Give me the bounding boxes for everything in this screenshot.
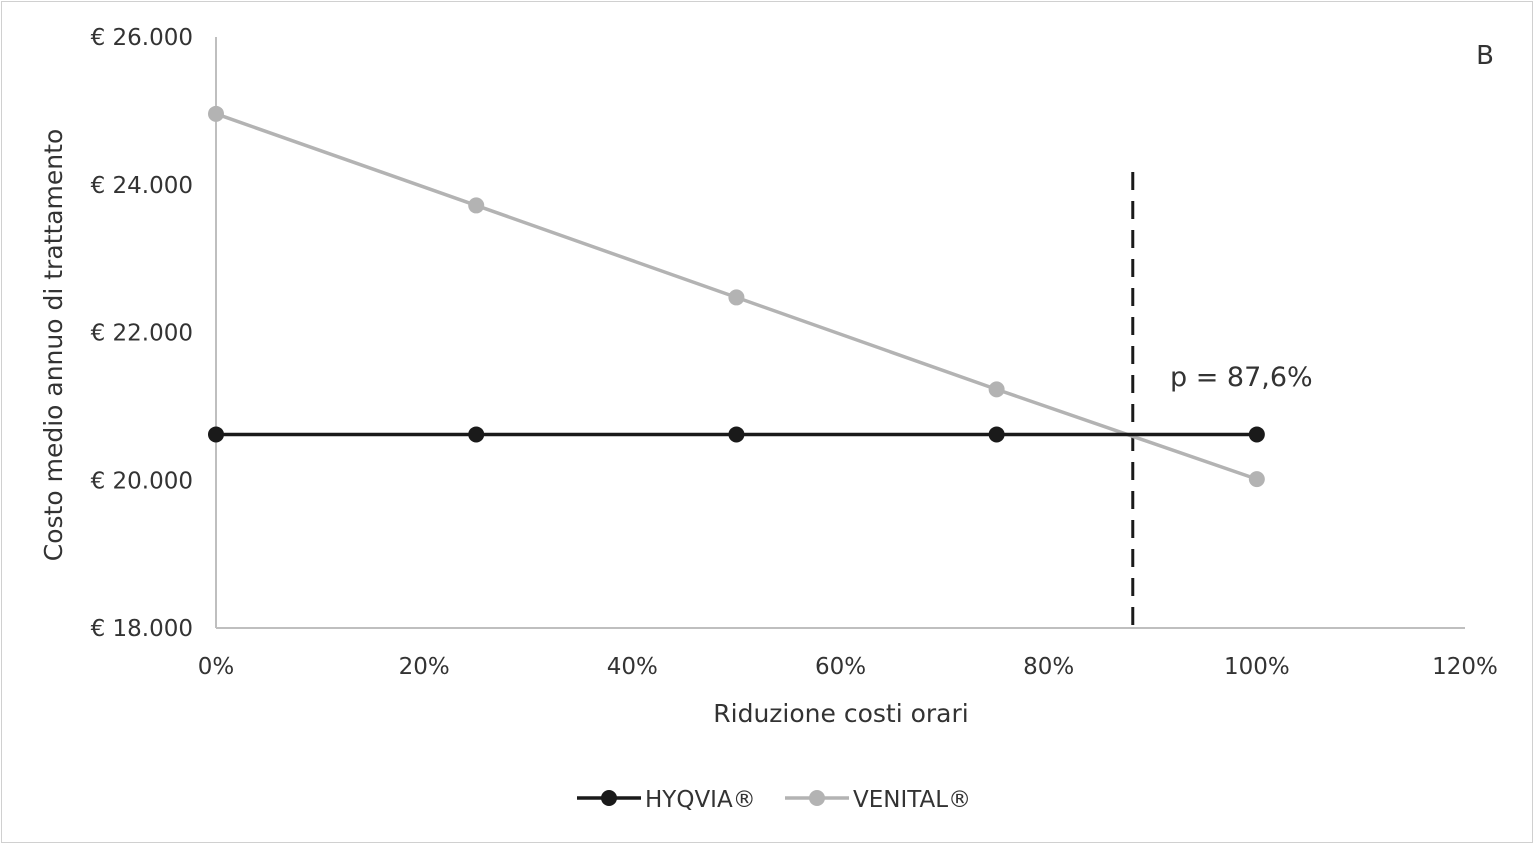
data-point xyxy=(988,381,1005,398)
x-tick-label: 0% xyxy=(198,654,235,680)
data-point xyxy=(728,426,745,443)
x-tick-label: 100% xyxy=(1224,654,1290,680)
legend: HYQVIA® VENITAL® xyxy=(577,787,971,813)
y-tick-label: € 18.000 xyxy=(91,616,193,642)
data-point xyxy=(468,197,485,214)
legend-marker xyxy=(809,790,825,806)
legend-label: HYQVIA® xyxy=(645,787,756,813)
x-tick-label: 60% xyxy=(815,654,866,680)
data-point xyxy=(1248,471,1265,488)
data-point xyxy=(728,289,745,306)
y-axis-label: Costo medio annuo di trattamento xyxy=(39,129,68,561)
y-tick-label: € 20.000 xyxy=(91,468,193,494)
data-point xyxy=(988,426,1005,443)
y-tick-label: € 22.000 xyxy=(91,321,193,347)
y-tick-label: € 24.000 xyxy=(91,173,193,199)
x-tick-label: 40% xyxy=(607,654,658,680)
y-tick-label: € 26.000 xyxy=(91,25,193,51)
data-point xyxy=(468,426,485,443)
x-tick-label: 120% xyxy=(1432,654,1498,680)
data-point xyxy=(1248,426,1265,443)
threshold-label: p = 87,6% xyxy=(1170,362,1313,393)
panel-label: B xyxy=(1476,41,1494,71)
x-tick-label: 80% xyxy=(1023,654,1074,680)
legend-label: VENITAL® xyxy=(853,787,971,813)
legend-item: HYQVIA® xyxy=(577,787,756,813)
x-tick-label: 20% xyxy=(399,654,450,680)
x-axis-label: Riduzione costi orari xyxy=(713,699,968,728)
data-point xyxy=(208,426,224,443)
legend-item: VENITAL® xyxy=(785,787,971,813)
data-point xyxy=(208,105,224,122)
legend-marker xyxy=(601,790,617,806)
